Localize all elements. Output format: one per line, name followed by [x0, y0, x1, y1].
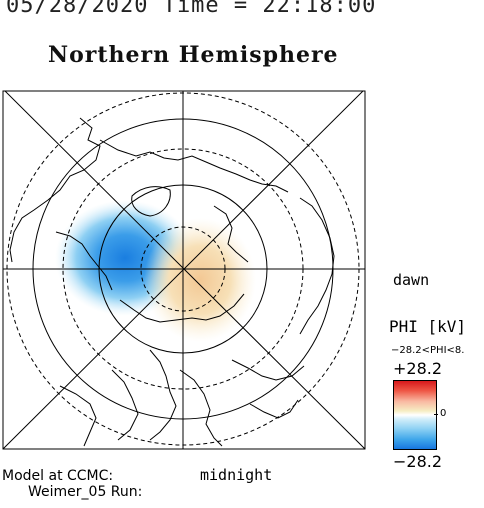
midnight-label: midnight: [200, 466, 273, 484]
positive-potential-cell: [144, 218, 256, 342]
colorbar-title: PHI [kV]: [389, 317, 467, 336]
run-label: Weimer_05 Run:: [28, 484, 143, 500]
colorbar-zero-tick: [434, 414, 438, 415]
colorbar: [393, 380, 437, 450]
meridian-diagonal-b: [3, 91, 364, 449]
colorbar-max-label: +28.2: [393, 359, 443, 378]
dawn-label: dawn: [393, 271, 430, 289]
polar-map: [2, 90, 366, 450]
colorbar-min-label: −28.2: [393, 452, 443, 471]
hemisphere-title: Northern Hemisphere: [48, 42, 339, 68]
date-time-title: 05/28/2020 Time = 22:18:00: [6, 0, 377, 18]
coastlines: [9, 117, 335, 447]
colorbar-zero-label: 0: [440, 408, 447, 419]
colorbar-range: −28.2<PHI<8.: [391, 345, 465, 356]
model-label: Model at CCMC:: [2, 468, 114, 484]
